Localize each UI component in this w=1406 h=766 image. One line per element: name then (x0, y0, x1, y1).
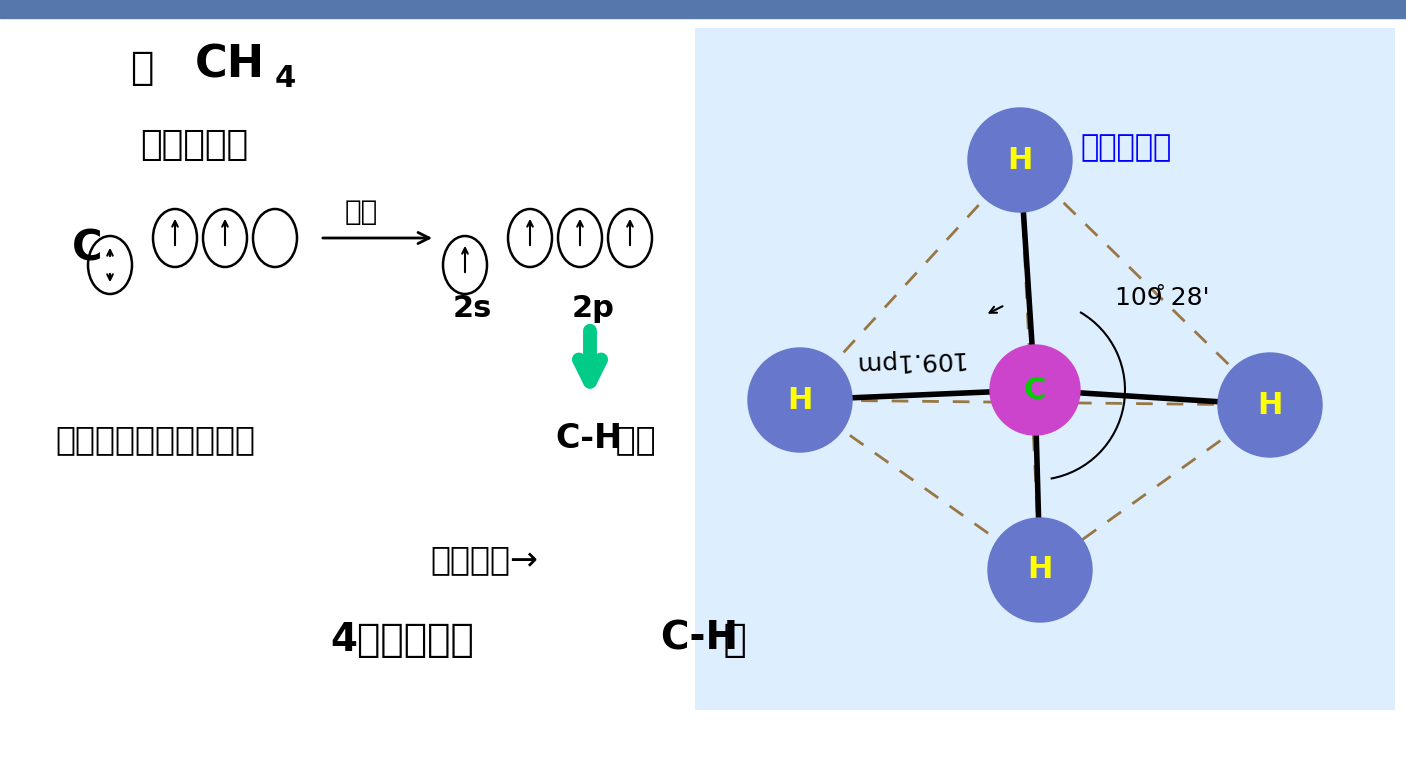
Text: H: H (1007, 146, 1032, 175)
Text: C-H: C-H (659, 619, 738, 657)
Circle shape (748, 348, 852, 452)
Text: 109 28': 109 28' (1115, 286, 1209, 310)
Text: 2p: 2p (572, 293, 614, 322)
Text: 4: 4 (276, 64, 297, 93)
Text: H: H (1028, 555, 1053, 584)
Circle shape (1008, 363, 1062, 417)
Circle shape (1004, 534, 1077, 607)
Text: CH: CH (195, 44, 266, 87)
Text: 109.1pm: 109.1pm (851, 345, 965, 375)
Text: 实际测定→: 实际测定→ (430, 544, 538, 577)
Text: 激发: 激发 (344, 198, 378, 226)
Text: 4个完全相同: 4个完全相同 (330, 621, 474, 659)
Text: 如: 如 (129, 49, 153, 87)
Circle shape (984, 123, 1056, 196)
Circle shape (763, 364, 837, 437)
Circle shape (1233, 368, 1306, 441)
Text: 2s: 2s (453, 293, 492, 322)
Text: 正四面体形: 正四面体形 (1080, 133, 1171, 162)
Circle shape (990, 345, 1080, 435)
Text: °: ° (1154, 283, 1164, 302)
Text: 应形成四个不完全相同: 应形成四个不完全相同 (55, 424, 254, 457)
Text: 键: 键 (710, 621, 747, 659)
Circle shape (988, 518, 1092, 622)
Text: C: C (1024, 375, 1046, 404)
Text: C: C (72, 227, 103, 269)
Bar (0, 0, 1406, 18)
Circle shape (1218, 353, 1322, 457)
Text: 按价键理论: 按价键理论 (141, 128, 247, 162)
Text: H: H (1257, 391, 1282, 420)
Text: C-H: C-H (555, 421, 621, 454)
FancyBboxPatch shape (695, 28, 1395, 710)
Text: H: H (787, 385, 813, 414)
Circle shape (967, 108, 1071, 212)
Text: 键。: 键。 (605, 424, 655, 457)
